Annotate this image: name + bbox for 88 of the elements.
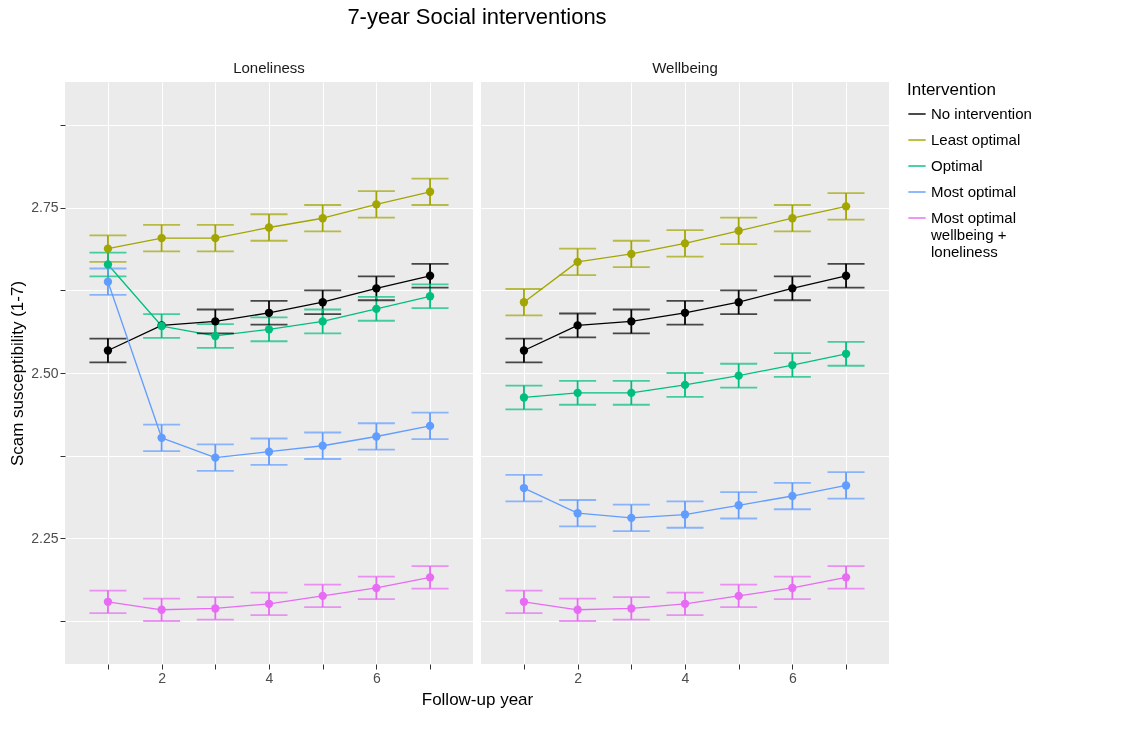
- point: [573, 321, 582, 330]
- point: [264, 308, 274, 317]
- point: [425, 573, 435, 582]
- legend-title: Intervention: [907, 80, 996, 99]
- point: [372, 304, 381, 314]
- legend-label: Most optimal: [931, 183, 1017, 200]
- point: [734, 298, 743, 307]
- point: [627, 388, 636, 398]
- point: [264, 447, 274, 456]
- point: [211, 233, 220, 243]
- x-tick-label: 2: [574, 669, 583, 686]
- legend-label: Least optimal: [931, 131, 1021, 148]
- point: [788, 583, 797, 593]
- x-tick-label: 2: [158, 669, 167, 686]
- point: [372, 284, 381, 293]
- point: [788, 284, 797, 293]
- point: [734, 591, 743, 601]
- point: [627, 317, 636, 326]
- point: [425, 187, 435, 196]
- point: [680, 308, 690, 317]
- point: [103, 346, 113, 355]
- point: [264, 599, 274, 608]
- chart-subtitle: Loneliness: [233, 59, 305, 76]
- point: [318, 214, 327, 223]
- point: [318, 317, 327, 326]
- point: [372, 583, 381, 593]
- point: [425, 271, 435, 280]
- point: [788, 491, 797, 501]
- point: [211, 331, 220, 341]
- point: [211, 317, 220, 326]
- y-tick-label: 2.25: [31, 529, 59, 546]
- point: [573, 605, 582, 614]
- point: [372, 432, 381, 441]
- point: [573, 388, 582, 398]
- point: [573, 257, 582, 267]
- point: [734, 226, 743, 235]
- point: [734, 371, 743, 380]
- point: [103, 244, 113, 253]
- legend-label: No intervention: [931, 105, 1032, 122]
- point: [318, 298, 327, 307]
- point: [841, 573, 851, 582]
- point: [157, 233, 166, 243]
- point: [211, 604, 220, 613]
- point: [841, 481, 851, 490]
- x-axis-title: Follow-up year: [421, 689, 534, 709]
- point: [372, 200, 381, 209]
- legend-label: Optimal: [931, 157, 983, 174]
- point: [788, 360, 797, 370]
- legend-label: Most optimal wellbeing + loneliness: [930, 209, 1017, 260]
- point: [318, 441, 327, 450]
- point: [519, 393, 529, 402]
- point: [734, 501, 743, 510]
- point: [841, 349, 851, 358]
- point: [788, 214, 797, 223]
- point: [519, 298, 529, 307]
- point: [519, 346, 529, 355]
- point: [680, 510, 690, 519]
- point: [264, 223, 274, 232]
- point: [425, 421, 435, 431]
- y-axis-title: Scam susceptibility (1-7): [8, 280, 28, 467]
- chart-subtitle: Wellbeing: [652, 59, 718, 76]
- point: [103, 277, 113, 286]
- point: [318, 591, 327, 601]
- point: [157, 433, 166, 442]
- y-tick-label: 2.75: [31, 199, 59, 216]
- y-tick-label: 2.50: [31, 364, 59, 381]
- point: [627, 249, 636, 259]
- point: [103, 260, 113, 269]
- point: [680, 380, 690, 390]
- point: [157, 605, 166, 614]
- chart-title: 7-year Social interventions: [347, 4, 607, 29]
- point: [680, 599, 690, 608]
- x-tick-label: 6: [372, 669, 381, 686]
- point: [519, 597, 529, 607]
- point: [627, 513, 636, 523]
- point: [841, 202, 851, 211]
- point: [841, 271, 851, 280]
- point: [264, 325, 274, 334]
- point: [519, 483, 529, 493]
- point: [211, 453, 220, 462]
- point: [680, 239, 690, 248]
- x-tick-label: 4: [681, 669, 690, 686]
- point: [425, 292, 435, 301]
- x-tick-label: 6: [788, 669, 797, 686]
- point: [627, 604, 636, 613]
- point: [103, 597, 113, 607]
- point: [573, 509, 582, 518]
- x-tick-label: 4: [265, 669, 274, 686]
